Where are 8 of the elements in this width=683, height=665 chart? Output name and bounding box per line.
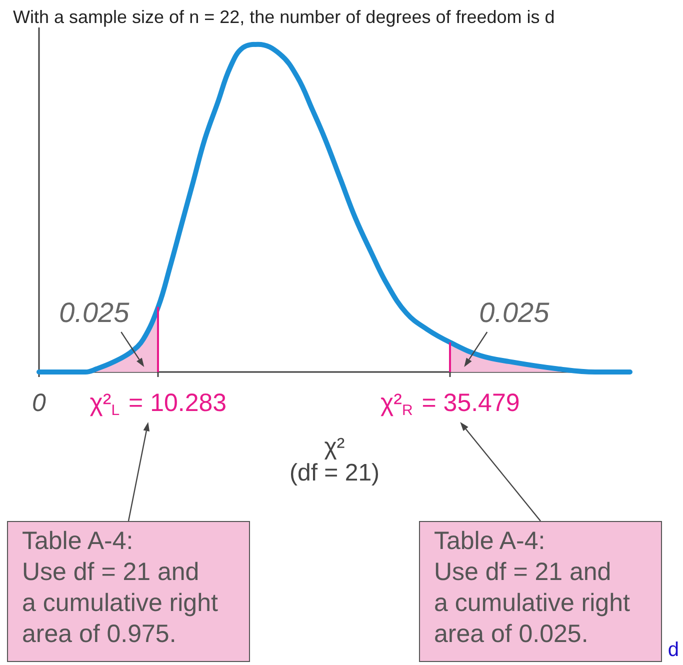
text: Table A-4: Use df = 21 and a cumulative right area of 0.975.: [7, 521, 250, 662]
x-tick-label: 0: [32, 389, 46, 417]
annotation: 0.025: [59, 297, 130, 328]
text: d: [668, 639, 679, 661]
annotation: 0.025: [479, 297, 550, 328]
text: Table A-4: Use df = 21 and a cumulative right area of 0.025.: [419, 521, 662, 662]
chart-title: With a sample size of n = 22, the number of degrees of freedom is d: [13, 7, 555, 27]
x-axis-title: χ² (df = 21): [289, 434, 380, 486]
